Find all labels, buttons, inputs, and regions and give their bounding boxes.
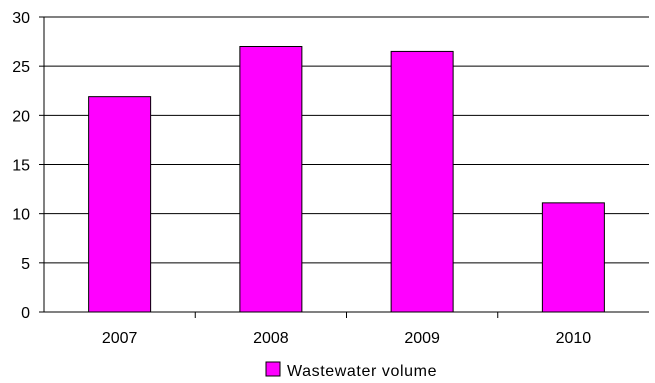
y-tick-label: 25 xyxy=(12,59,30,76)
y-tick-label: 0 xyxy=(21,305,30,322)
x-tick-label: 2007 xyxy=(102,330,138,347)
bar-2010 xyxy=(541,202,605,313)
bar-2009 xyxy=(390,50,454,313)
x-tick-label: 2009 xyxy=(404,330,440,347)
axes xyxy=(39,16,649,318)
y-tick-label: 20 xyxy=(12,108,30,125)
legend-swatch xyxy=(265,361,281,377)
y-tick-labels: 0 5 10 15 20 25 30 xyxy=(12,10,30,322)
legend: Wastewater volume xyxy=(265,361,437,380)
y-tick-label: 30 xyxy=(12,10,30,27)
y-tick-label: 5 xyxy=(21,256,30,273)
y-tick-label: 15 xyxy=(12,158,30,175)
x-tick-label: 2010 xyxy=(556,330,592,347)
bars xyxy=(88,46,605,313)
legend-label: Wastewater volume xyxy=(287,363,437,380)
bar-2008 xyxy=(239,46,303,313)
bar-2007 xyxy=(88,96,152,313)
x-tick-label: 2008 xyxy=(253,330,289,347)
x-tick-labels: 2007 2008 2009 2010 xyxy=(102,330,591,347)
y-tick-label: 10 xyxy=(12,207,30,224)
